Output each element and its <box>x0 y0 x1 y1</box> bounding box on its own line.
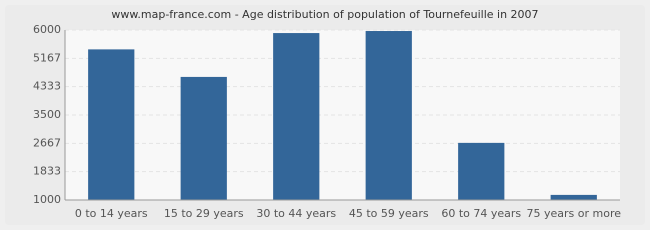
y-tick-label: 3500 <box>33 108 61 121</box>
x-tick-label: 15 to 29 years <box>164 207 244 220</box>
bar <box>88 49 135 200</box>
y-tick-label: 2667 <box>33 136 61 149</box>
x-tick-label: 0 to 14 years <box>75 207 148 220</box>
x-tick-label: 75 years or more <box>526 207 621 220</box>
chart-title: www.map-france.com - Age distribution of… <box>111 8 538 21</box>
x-tick-label: 60 to 74 years <box>441 207 521 220</box>
bar <box>458 142 505 200</box>
y-tick-label: 1833 <box>33 165 61 178</box>
x-tick-label: 45 to 59 years <box>349 207 429 220</box>
y-tick-label: 1000 <box>33 193 61 206</box>
bar <box>550 194 597 200</box>
bar <box>365 31 412 200</box>
bar <box>273 33 320 201</box>
y-tick-label: 6000 <box>33 23 61 36</box>
bar <box>180 76 227 200</box>
y-tick-label: 4333 <box>33 80 61 93</box>
y-tick-label: 5167 <box>33 51 61 64</box>
chart: www.map-france.com - Age distribution of… <box>0 0 650 230</box>
x-tick-label: 30 to 44 years <box>256 207 336 220</box>
